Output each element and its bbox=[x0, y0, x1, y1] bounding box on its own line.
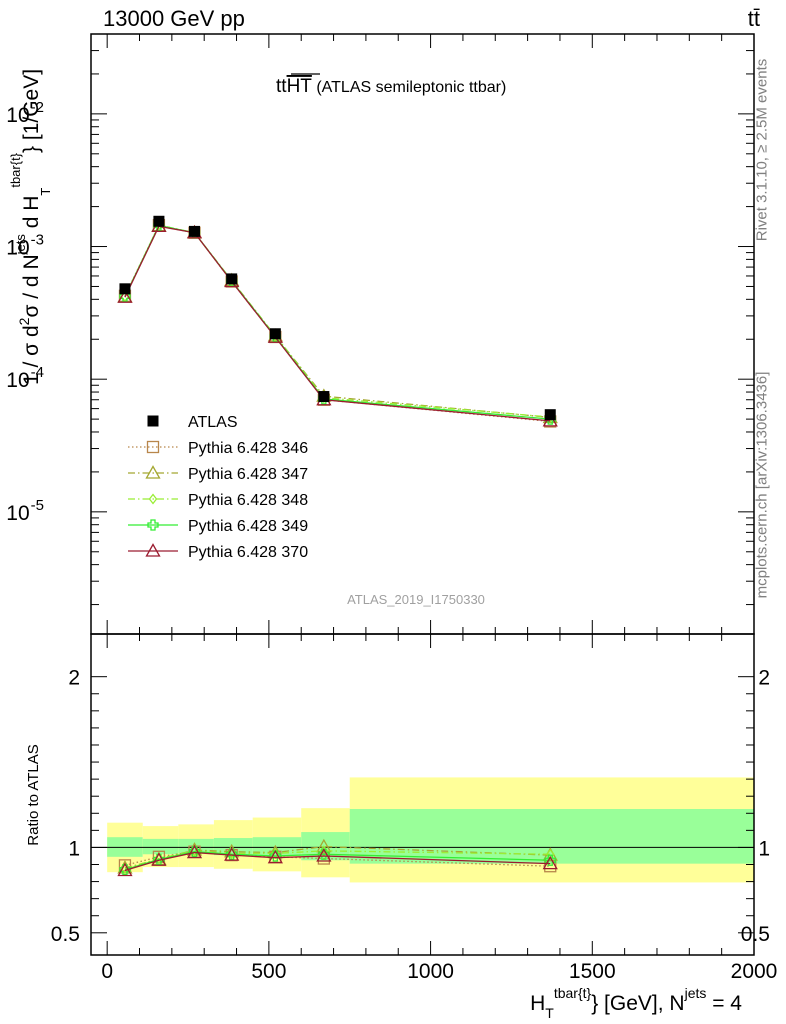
legend-label: Pythia 6.428 346 bbox=[188, 440, 308, 457]
plot-title: ttHT (ATLAS semileptonic ttbar) bbox=[276, 76, 506, 97]
data-point bbox=[544, 409, 556, 421]
band-inner-1 bbox=[142, 838, 179, 855]
data-point bbox=[186, 844, 203, 859]
main-y-ticks bbox=[91, 33, 754, 606]
ratio-y-tick-label-right: 2 bbox=[758, 667, 770, 690]
legend-label: Pythia 6.428 349 bbox=[188, 518, 308, 535]
ratio-frame bbox=[90, 633, 755, 956]
data-point bbox=[117, 289, 133, 303]
data-point bbox=[542, 855, 558, 870]
ratio-y-tick-label-left: 2 bbox=[68, 667, 80, 690]
x-tick-label: 1000 bbox=[407, 960, 454, 983]
data-point bbox=[151, 852, 167, 866]
header-final-state-label: tt̄ bbox=[747, 6, 760, 31]
data-point bbox=[224, 847, 240, 861]
legend-label: Pythia 6.428 348 bbox=[188, 492, 308, 509]
data-point bbox=[118, 859, 132, 872]
main-series-pythia-6-428-370 bbox=[117, 218, 558, 427]
y-tick-label: 10-5 bbox=[6, 497, 44, 525]
series-line bbox=[124, 225, 551, 422]
x-tick-label: 2000 bbox=[731, 960, 778, 983]
ratio-y-tick-label-right: 0.5 bbox=[741, 923, 770, 946]
x-tick-label: 500 bbox=[251, 960, 286, 983]
band-inner-6 bbox=[349, 809, 754, 864]
data-point bbox=[267, 849, 283, 864]
ratio-y-ticks bbox=[91, 676, 754, 934]
header-process-label: 13000 GeV pp bbox=[103, 6, 245, 31]
ratio-y-axis-label: Ratio to ATLAS bbox=[25, 744, 42, 845]
main-series-atlas bbox=[119, 215, 556, 421]
data-point bbox=[544, 854, 556, 866]
ratio-y-tick-label-right: 1 bbox=[758, 837, 770, 860]
band-inner-4 bbox=[252, 837, 302, 856]
data-point bbox=[153, 215, 165, 227]
legend-marker bbox=[147, 415, 159, 427]
band-inner-3 bbox=[213, 838, 253, 856]
data-point bbox=[119, 283, 131, 295]
series-line bbox=[124, 851, 551, 871]
ratio-series-pythia-6-428-370 bbox=[117, 844, 558, 877]
legend-label: Pythia 6.428 347 bbox=[188, 466, 308, 483]
series-line bbox=[124, 851, 551, 872]
series-line bbox=[124, 224, 551, 420]
legend-label: Pythia 6.428 370 bbox=[188, 544, 308, 561]
data-point bbox=[269, 328, 281, 340]
x-tick-label: 0 bbox=[101, 960, 113, 983]
data-point bbox=[316, 848, 332, 862]
legend-label: ATLAS bbox=[188, 414, 238, 431]
data-point bbox=[318, 391, 330, 403]
main-series-pythia-6-428-349 bbox=[119, 219, 556, 425]
legend-marker bbox=[147, 519, 159, 531]
main-y-axis-label: 1 / σ d2σ / d Njets d HTtbar{t}} [1/GeV] bbox=[8, 69, 53, 385]
legend-marker bbox=[146, 440, 160, 454]
main-series-pythia-6-428-348 bbox=[120, 219, 555, 423]
legend-marker bbox=[145, 543, 161, 557]
legend-marker bbox=[148, 493, 158, 505]
data-point bbox=[316, 838, 332, 853]
series-line bbox=[124, 850, 551, 870]
series-line bbox=[124, 224, 551, 418]
data-point bbox=[117, 862, 133, 877]
ratio-uncertainty-bands bbox=[107, 777, 754, 883]
x-axis-ticks bbox=[106, 34, 755, 955]
ratio-y-tick-label-left: 1 bbox=[68, 837, 80, 860]
x-tick-label: 1500 bbox=[569, 960, 616, 983]
data-point bbox=[188, 225, 200, 237]
data-point bbox=[545, 848, 555, 860]
series-line bbox=[124, 225, 551, 419]
legend-marker bbox=[145, 465, 161, 479]
analysis-label: ATLAS_2019_I1750330 bbox=[347, 592, 485, 607]
data-point bbox=[226, 273, 238, 285]
legend: ATLAS Pythia 6.428 346 Pythia 6.428 347 Pyt… bbox=[128, 414, 308, 561]
title-overlined: HT bbox=[287, 76, 313, 97]
main-series-pythia-6-428-346 bbox=[118, 218, 557, 428]
series-line bbox=[124, 224, 551, 423]
main-series-pythia-6-428-347 bbox=[117, 218, 558, 424]
ratio-y-tick-label-left: 0.5 bbox=[51, 923, 80, 946]
x-axis-label: HTtbar{t}} [GeV], Njets = 4 bbox=[530, 985, 742, 1021]
data-point bbox=[224, 843, 240, 858]
